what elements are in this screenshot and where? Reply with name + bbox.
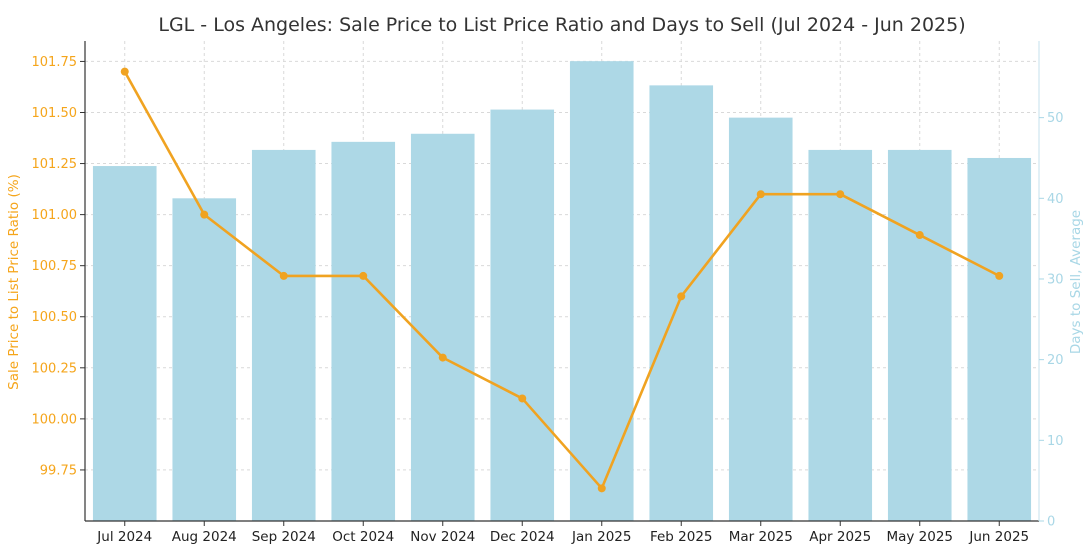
left-tick-label-8: 101.75 [32,55,78,70]
line-point-5 [518,394,527,403]
axes [84,41,1040,522]
line-point-3 [359,271,368,280]
x-tick-label-3: Oct 2024 [332,529,394,545]
bar-5 [490,109,555,522]
right-tick-label-0: 0 [1047,515,1055,530]
x-tick-label-10: May 2025 [886,529,953,545]
left-tick-label-0: 99.75 [40,463,77,478]
line-point-2 [279,271,288,280]
left-tick-label-4: 100.75 [32,259,78,274]
line-point-1 [200,210,209,219]
line-point-4 [438,353,447,362]
bar-4 [410,133,475,521]
x-tick-label-9: Apr 2025 [809,529,871,545]
x-tick-label-6: Jan 2025 [571,529,631,545]
right-axis-ticks: 0 10 20 30 40 50 [1039,111,1064,530]
left-tick-label-3: 100.50 [32,310,78,325]
left-tick-label-2: 100.25 [32,361,78,376]
x-tick-label-8: Mar 2025 [729,529,793,545]
line-point-0 [120,67,129,76]
bar-8 [728,117,793,521]
line-point-8 [756,190,765,199]
line-point-7 [677,292,686,301]
x-tick-label-11: Jun 2025 [968,529,1029,545]
x-tick-label-4: Nov 2024 [410,529,475,545]
right-tick-label-3: 30 [1047,272,1064,287]
left-tick-label-7: 101.50 [32,106,78,121]
line-path [123,71,1000,490]
right-tick-label-4: 40 [1047,192,1064,207]
left-tick-label-5: 101.00 [32,208,78,223]
bar-1 [172,198,237,522]
left-axis-ticks: 99.75 100.00 100.25 100.50 100.75 101.00 101.2… [32,55,85,478]
right-tick-label-2: 20 [1047,353,1064,368]
x-tick-label-2: Sep 2024 [252,529,316,545]
line-point-9 [836,190,845,199]
x-tick-label-5: Dec 2024 [490,529,555,545]
bar-0 [92,166,157,521]
bar-11 [967,157,1032,521]
left-tick-label-1: 100.00 [32,412,78,427]
bar-7 [649,85,714,521]
left-axis-label: Sale Price to List Price Ratio (%) [6,174,22,390]
bar-10 [887,149,952,521]
x-tick-label-0: Jul 2024 [96,529,152,545]
bar-9 [808,149,873,521]
bar-3 [331,141,396,521]
left-tick-label-6: 101.25 [32,157,78,172]
x-tick-label-7: Feb 2025 [650,529,713,545]
chart-title: LGL - Los Angeles: Sale Price to List Pr… [158,14,965,36]
bar-2 [251,149,316,521]
right-axis-label: Days to Sell, Average [1068,210,1084,354]
right-tick-label-5: 50 [1047,111,1064,126]
x-tick-label-1: Aug 2024 [172,529,237,545]
line-point-11 [995,271,1004,280]
line-series-sale-to-list [120,67,1004,493]
bar-series-days-to-sell [92,61,1032,522]
line-point-10 [915,231,924,240]
right-tick-label-1: 10 [1047,434,1064,449]
x-axis-ticks: Jul 2024 Aug 2024 Sep 2024 Oct 2024 Nov 2024… [96,521,1029,545]
bar-6 [569,61,634,522]
line-point-6 [597,484,606,493]
